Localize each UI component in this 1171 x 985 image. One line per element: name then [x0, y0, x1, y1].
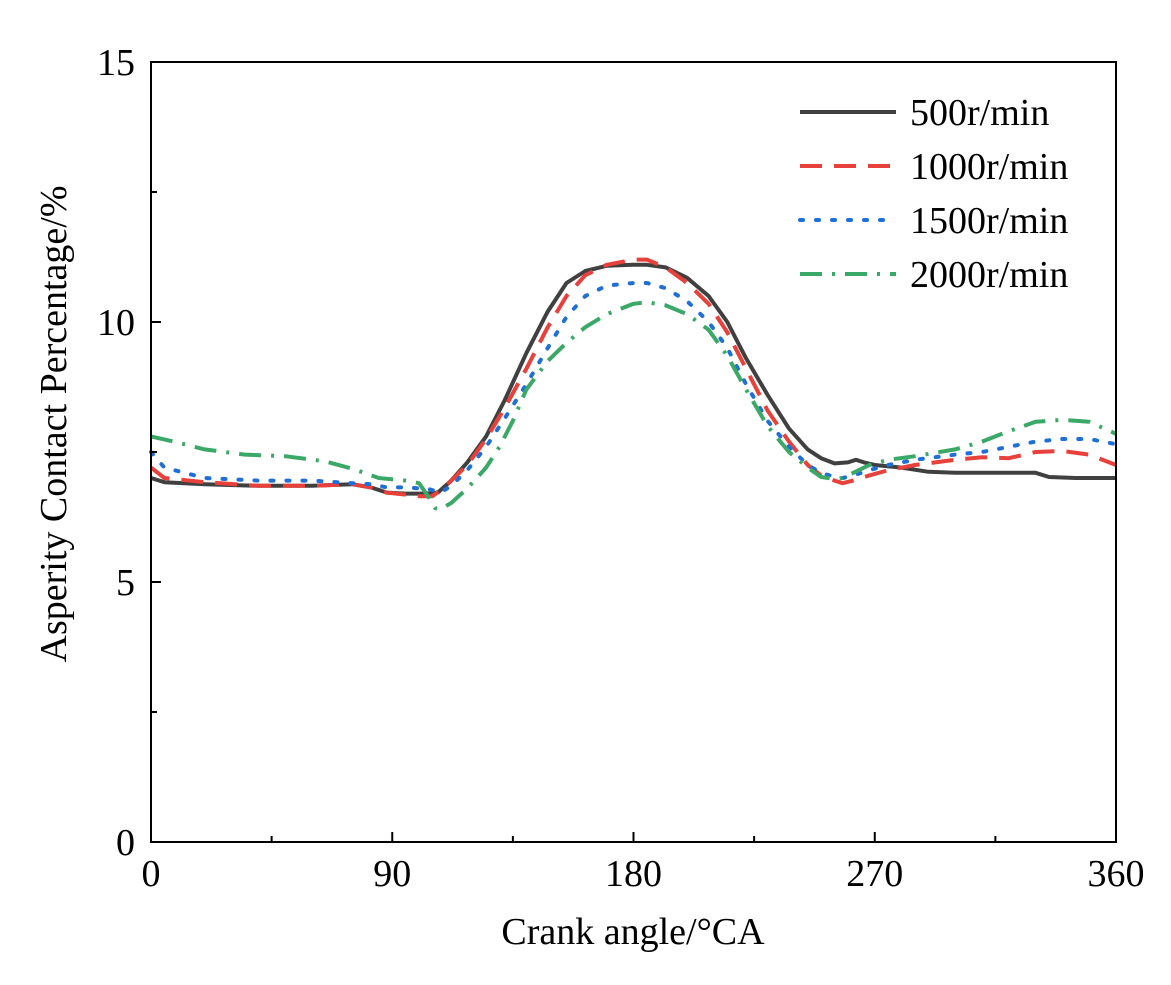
series-line-2000r-min — [150, 300, 1117, 512]
legend-label: 1500r/min — [910, 200, 1068, 242]
x-tick-label: 0 — [142, 853, 161, 895]
x-tick-label: 180 — [605, 853, 662, 895]
legend: 500r/min 1000r/min 1500r/min 2000r/min — [798, 92, 1068, 296]
x-tick-label: 270 — [846, 853, 903, 895]
y-tick-label: 15 — [97, 42, 135, 84]
x-tick-label: 360 — [1088, 853, 1145, 895]
series-line-1500r-min — [149, 281, 1118, 495]
axis-ticks — [150, 61, 1117, 843]
y-tick-label: 5 — [116, 562, 135, 604]
series-line-1000r-min — [149, 257, 1117, 499]
y-tick-label: 0 — [116, 822, 135, 864]
y-tick-label: 10 — [97, 302, 135, 344]
y-axis-title: Asperity Contact Percentage/% — [33, 186, 75, 663]
x-axis-title: Crank angle/°CA — [501, 911, 765, 953]
plot-lines — [149, 257, 1118, 512]
legend-label: 2000r/min — [910, 254, 1068, 296]
legend-label: 1000r/min — [910, 146, 1068, 188]
tick-labels: 0 90 180 270 360 0 5 10 15 — [97, 42, 1145, 895]
x-tick-label: 90 — [373, 853, 411, 895]
legend-label: 500r/min — [910, 92, 1049, 134]
